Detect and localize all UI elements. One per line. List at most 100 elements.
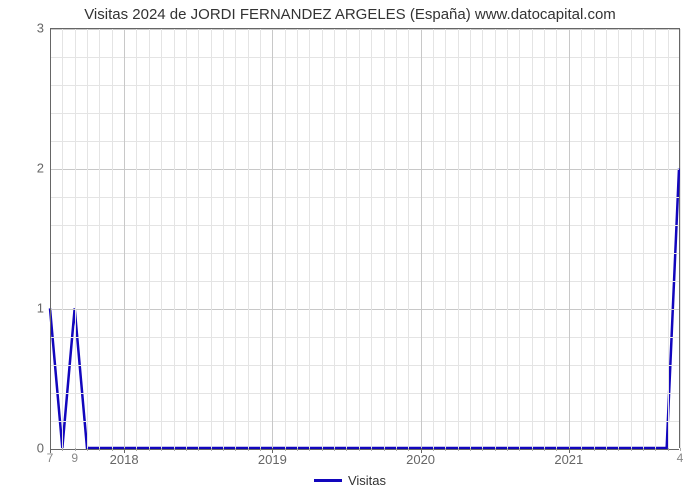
gridline-v [346,29,347,448]
x-tick [136,448,137,451]
gridline-h [50,309,679,310]
gridline-v [643,29,644,448]
x-tick [433,448,434,451]
gridline-v [223,29,224,448]
x-tick [149,448,150,451]
gridline-v [75,29,76,448]
x-tick [198,448,199,451]
x-year-label: 2020 [406,452,435,467]
x-tick [594,448,595,451]
x-tick [532,448,533,451]
gridline-h [50,253,679,254]
x-tick [223,448,224,451]
gridline-v [532,29,533,448]
x-tick [470,448,471,451]
gridline-h [50,197,679,198]
x-tick [346,448,347,451]
gridline-v [445,29,446,448]
chart-container: Visitas 2024 de JORDI FERNANDEZ ARGELES … [0,0,700,500]
gridline-v [458,29,459,448]
line-series [50,29,679,448]
x-year-label: 2018 [110,452,139,467]
gridline-v [421,29,422,448]
x-tick [495,448,496,451]
gridline-v [433,29,434,448]
gridline-v [668,29,669,448]
gridline-v [359,29,360,448]
gridline-h [50,85,679,86]
x-tick [285,448,286,451]
x-month-label: 4 [677,451,684,465]
x-tick [62,448,63,451]
gridline-h [50,365,679,366]
gridline-v [248,29,249,448]
gridline-v [198,29,199,448]
gridline-v [594,29,595,448]
gridline-v [285,29,286,448]
x-tick [186,448,187,451]
gridline-v [581,29,582,448]
gridline-h [50,141,679,142]
gridline-v [161,29,162,448]
gridline-v [297,29,298,448]
y-tick-label: 0 [14,441,44,456]
x-tick [482,448,483,451]
plot-area [50,28,680,448]
gridline-h [50,393,679,394]
gridline-h [50,449,679,450]
gridline-h [50,113,679,114]
x-tick [297,448,298,451]
gridline-v [408,29,409,448]
gridline-v [50,29,51,448]
gridline-v [680,29,681,448]
x-tick [519,448,520,451]
gridline-v [655,29,656,448]
gridline-v [309,29,310,448]
gridline-v [322,29,323,448]
gridline-v [507,29,508,448]
chart-title: Visitas 2024 de JORDI FERNANDEZ ARGELES … [0,6,700,23]
gridline-v [519,29,520,448]
x-tick [161,448,162,451]
x-tick [631,448,632,451]
x-tick [643,448,644,451]
gridline-v [556,29,557,448]
x-tick [334,448,335,451]
gridline-v [87,29,88,448]
gridline-v [211,29,212,448]
x-tick [87,448,88,451]
x-tick [396,448,397,451]
legend: Visitas [0,472,700,488]
x-tick [384,448,385,451]
x-tick [606,448,607,451]
x-tick [371,448,372,451]
x-tick [359,448,360,451]
gridline-v [544,29,545,448]
gridline-v [334,29,335,448]
gridline-v [470,29,471,448]
x-tick [99,448,100,451]
y-tick-label: 3 [14,21,44,36]
legend-label: Visitas [348,473,386,488]
x-tick [544,448,545,451]
x-year-label: 2019 [258,452,287,467]
x-tick [235,448,236,451]
gridline-v [618,29,619,448]
gridline-v [186,29,187,448]
gridline-v [384,29,385,448]
gridline-h [50,337,679,338]
x-tick [458,448,459,451]
x-tick [322,448,323,451]
x-tick [112,448,113,451]
gridline-v [235,29,236,448]
y-tick-label: 2 [14,161,44,176]
gridline-v [99,29,100,448]
x-tick [655,448,656,451]
gridline-v [112,29,113,448]
gridline-v [396,29,397,448]
x-tick [260,448,261,451]
gridline-v [482,29,483,448]
gridline-h [50,281,679,282]
gridline-v [124,29,125,448]
gridline-h [50,169,679,170]
